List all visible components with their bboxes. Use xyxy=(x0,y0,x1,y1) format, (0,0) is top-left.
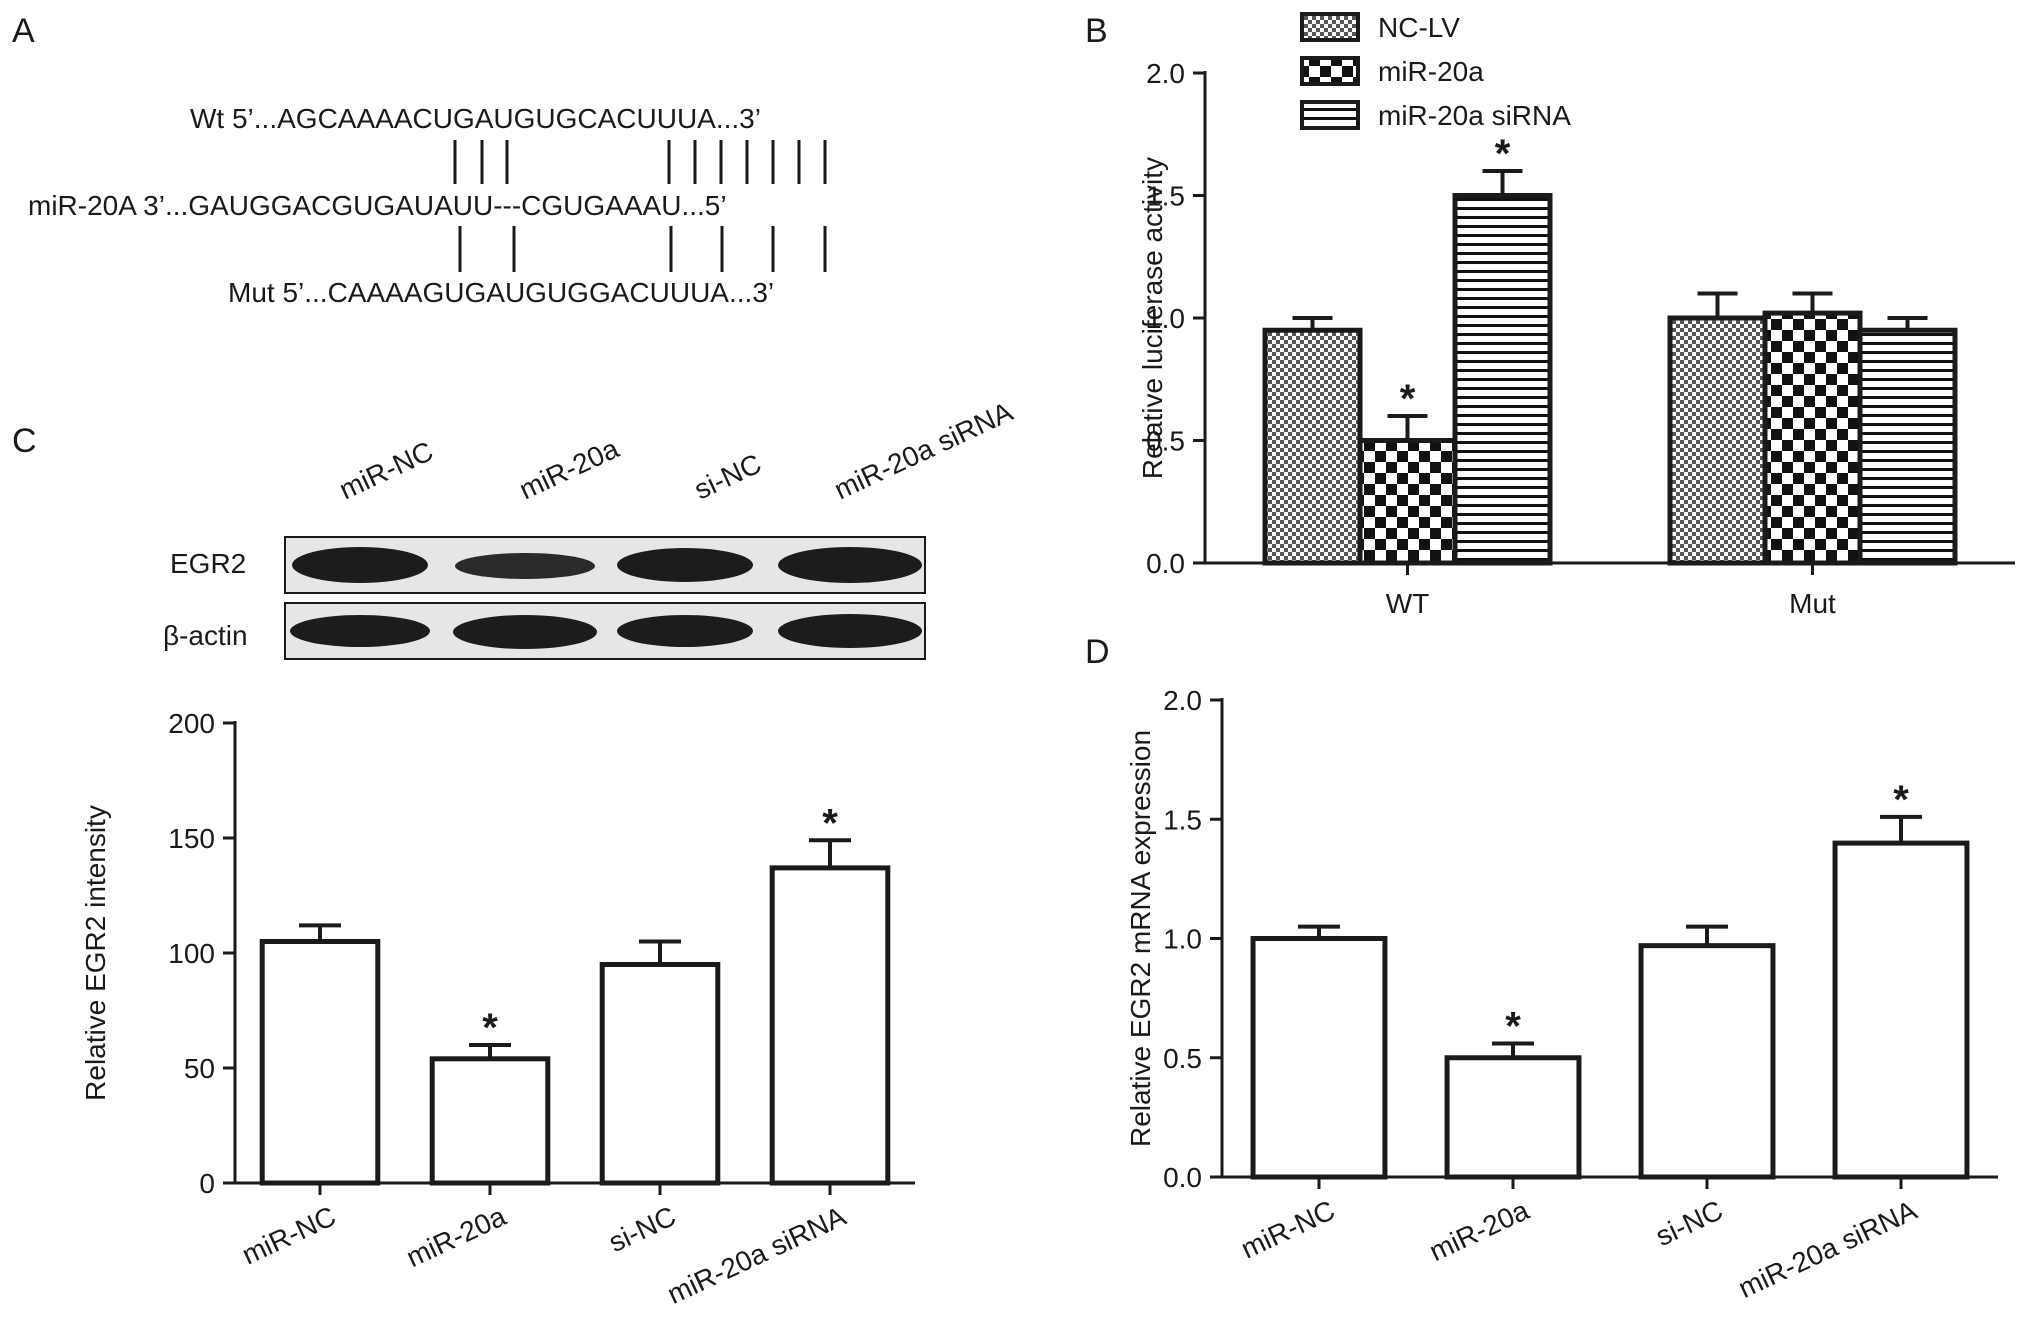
bar xyxy=(769,865,891,1186)
y-axis-label: Relative EGR2 intensity xyxy=(80,805,111,1101)
panel-letter-b: B xyxy=(1085,12,1108,50)
blot-lane-label: si-NC xyxy=(689,448,766,506)
significance-star: * xyxy=(482,1006,498,1050)
y-tick-label: 0.5 xyxy=(1163,1043,1202,1074)
x-tick-label: miR-NC xyxy=(237,1200,340,1270)
chart-c: 0 50 100 150 200 Relative EGR2 intensity miR-N… xyxy=(80,708,915,1310)
legend-swatch xyxy=(1300,12,1360,42)
y-tick-label: 1.0 xyxy=(1146,303,1185,334)
bar xyxy=(1357,438,1458,566)
significance-star: * xyxy=(1495,132,1511,176)
panel-letter-a: A xyxy=(12,12,35,50)
blot-band xyxy=(453,615,597,649)
bar xyxy=(1444,1055,1582,1180)
y-axis-label: Relative luciferase activity xyxy=(1137,157,1168,479)
legend-label: miR-20a xyxy=(1378,56,1484,87)
blot-band xyxy=(290,615,430,647)
legend-label: NC-LV xyxy=(1378,12,1460,43)
blot-band xyxy=(778,547,922,583)
bar xyxy=(1857,327,1958,566)
x-tick-label: si-NC xyxy=(1651,1194,1728,1252)
blot-row-label: EGR2 xyxy=(170,548,246,579)
y-tick-label: 1.0 xyxy=(1163,924,1202,955)
y-tick-label: 0.0 xyxy=(1146,548,1185,579)
blot-lane-label: miR-20a xyxy=(514,432,623,505)
y-tick-label: 50 xyxy=(184,1053,215,1084)
y-tick-label: 0.5 xyxy=(1146,426,1185,457)
significance-star: * xyxy=(1893,778,1909,822)
bar xyxy=(1452,193,1553,566)
y-axis-label: Relative EGR2 mRNA expression xyxy=(1125,730,1156,1147)
blot-band xyxy=(778,614,922,648)
chart-b: 0.0 0.5 1.0 1.5 2.0 Relative luciferase activ… xyxy=(1137,12,2015,619)
panel-a: A Wt 5’...AGCAAAACUGAUGUGCACUUUA...3’ mi… xyxy=(12,12,827,308)
blot-row-label: β-actin xyxy=(163,620,248,651)
y-tick-label: 100 xyxy=(168,938,215,969)
bar xyxy=(1262,327,1363,566)
blot-band xyxy=(617,548,753,582)
x-tick-label: miR-20a siRNA xyxy=(1734,1194,1922,1304)
significance-star: * xyxy=(822,801,838,845)
y-tick-label: 1.5 xyxy=(1163,804,1202,835)
y-tick-label: 0.0 xyxy=(1163,1162,1202,1193)
blot-lane-label: miR-20a siRNA xyxy=(829,396,1017,506)
blot-band xyxy=(617,615,753,647)
blot-band xyxy=(455,553,595,579)
legend-label: miR-20a siRNA xyxy=(1378,100,1571,131)
mut-sequence: Mut 5’...CAAAAGUGAUGUGGACUUUA...3’ xyxy=(228,277,774,308)
panel-letter-d: D xyxy=(1085,633,1110,671)
y-tick-label: 0 xyxy=(199,1168,215,1199)
bar xyxy=(1832,840,1970,1180)
x-tick-label: WT xyxy=(1386,588,1430,619)
significance-star: * xyxy=(1400,377,1416,421)
x-tick-label: miR-20a xyxy=(1425,1194,1534,1267)
legend-swatch xyxy=(1300,100,1360,130)
wt-sequence: Wt 5’...AGCAAAACUGAUGUGCACUUUA...3’ xyxy=(190,103,761,134)
legend-swatch xyxy=(1300,56,1360,86)
blot-band xyxy=(292,547,428,583)
x-tick-label: miR-20a xyxy=(402,1200,511,1273)
panel-letter-c: C xyxy=(12,422,37,460)
y-tick-label: 200 xyxy=(168,708,215,739)
y-tick-label: 2.0 xyxy=(1146,58,1185,89)
bar xyxy=(599,962,721,1186)
bar xyxy=(1250,936,1388,1180)
x-tick-label: si-NC xyxy=(604,1200,681,1258)
mir-20a-sequence: miR-20A 3’...GAUGGACGUGAUAUU---CGUGAAAU.… xyxy=(28,190,727,221)
y-tick-label: 2.0 xyxy=(1163,685,1202,716)
bar xyxy=(429,1056,551,1186)
bar xyxy=(1638,943,1776,1180)
x-tick-label: Mut xyxy=(1789,588,1836,619)
bar xyxy=(1762,310,1863,566)
significance-star: * xyxy=(1505,1004,1521,1048)
y-tick-label: 150 xyxy=(168,823,215,854)
blot-lane-label: miR-NC xyxy=(334,435,437,505)
x-tick-label: miR-NC xyxy=(1236,1194,1339,1264)
pairing-lines-bottom xyxy=(458,226,827,272)
x-tick-label: miR-20a siRNA xyxy=(663,1200,851,1310)
pairing-lines-top xyxy=(453,140,827,184)
y-tick-label: 1.5 xyxy=(1146,181,1185,212)
bar xyxy=(1667,315,1768,566)
panel-c-blot: C miR-NC miR-20a si-NC miR-20a siRNA EGR… xyxy=(12,396,1018,660)
bar xyxy=(259,939,381,1186)
